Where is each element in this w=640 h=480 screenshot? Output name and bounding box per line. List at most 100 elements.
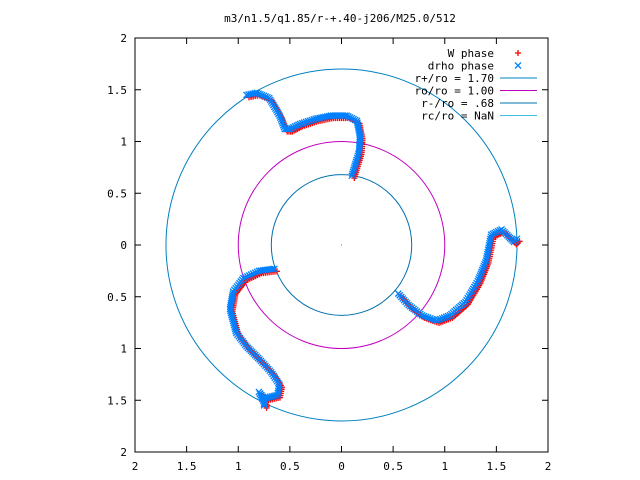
drho-phase-point <box>481 260 489 268</box>
drho-phase-point <box>278 117 286 125</box>
drho-phase-point <box>243 91 250 99</box>
radius-circle <box>237 141 446 349</box>
drho-phase-point <box>348 172 356 180</box>
drho-phase-point <box>351 160 359 168</box>
center-dot <box>340 244 343 246</box>
y-tick-label: 1.5 <box>107 394 127 407</box>
drho-phase-point <box>256 90 264 98</box>
drho-phase-point <box>251 269 259 277</box>
x-tick-label: 1 <box>235 460 242 473</box>
drho-phase-point <box>478 266 486 274</box>
drho-phase-point <box>231 325 239 333</box>
drho-phase-point <box>476 272 484 280</box>
legend-label: W phase <box>448 47 494 60</box>
drho-phase-point <box>474 277 482 285</box>
drho-phase-point <box>428 315 436 323</box>
y-tick-label: 0.5 <box>107 291 127 304</box>
drho-phase-point <box>420 312 428 320</box>
drho-phase-point <box>418 311 426 319</box>
drho-phase-point <box>433 317 440 325</box>
drho-phase-point <box>475 274 483 281</box>
legend-label: rc/ro = NaN <box>421 110 494 123</box>
drho-phase-point <box>304 117 312 125</box>
legend-label: drho phase <box>428 60 494 73</box>
drho-phase-point <box>310 115 318 123</box>
drho-phase-point <box>348 170 356 178</box>
drho-phase-point <box>265 94 273 102</box>
drho-phase-point <box>440 314 448 322</box>
drho-phase-point <box>308 116 316 124</box>
x-tick-label: 1.5 <box>486 460 506 473</box>
drho-phase-point <box>227 309 235 317</box>
drho-phase-point <box>232 327 240 335</box>
drho-phase-point <box>230 319 238 327</box>
drho-phase-point <box>253 268 261 276</box>
legend-marker <box>515 50 521 56</box>
drho-phase-point <box>257 267 265 275</box>
drho-phase-point <box>255 267 263 275</box>
drho-phase-point <box>281 125 289 133</box>
drho-phase-point <box>280 123 288 131</box>
drho-phase-point <box>300 119 308 127</box>
drho-phase-point <box>243 272 251 280</box>
drho-phase-point <box>260 400 268 408</box>
drho-phase-point <box>481 258 489 266</box>
drho-phase-point <box>306 117 314 125</box>
y-tick-label: 1 <box>120 136 127 149</box>
drho-phase-point <box>226 305 234 313</box>
drho-phase-point <box>229 317 237 325</box>
drho-phase-point <box>298 119 306 127</box>
drho-phase-point <box>434 316 442 324</box>
axis-ticks: 2 1.5 1 0.5 0 0.5 1 1.5 221.510.500.511.52 <box>107 32 551 473</box>
drho-phase-point <box>426 314 434 322</box>
legend-label: r+/ro = 1.70 <box>415 72 494 85</box>
drho-phase-point <box>478 268 486 276</box>
drho-phase-point <box>302 118 310 126</box>
drho-phase-point <box>354 152 362 160</box>
drho-phase-point <box>276 114 284 122</box>
phase-arms <box>226 89 523 411</box>
x-tick-label: 0.5 <box>383 460 403 473</box>
drho-phase-point <box>245 91 253 98</box>
radius-circle <box>270 174 413 316</box>
drho-phase-point <box>231 323 239 331</box>
drho-phase-point <box>249 270 257 278</box>
y-tick-label: 1 <box>120 343 127 356</box>
x-tick-label: 1 <box>441 460 448 473</box>
drho-phase-point <box>229 315 237 323</box>
drho-phase-point <box>442 313 450 321</box>
drho-phase-point <box>436 315 444 323</box>
legend-marker <box>514 62 522 69</box>
drho-phase-point <box>424 314 432 322</box>
drho-phase-point <box>349 168 357 176</box>
drho-phase-point <box>350 166 358 174</box>
drho-phase-point <box>477 270 485 278</box>
chart-title: m3/n1.5/q1.85/r-+.40-j206/M25.0/512 <box>224 12 456 25</box>
x-tick-label: 2 <box>545 460 552 473</box>
drho-phase-point <box>245 271 253 279</box>
drho-phase-point <box>353 154 361 162</box>
y-tick-label: 2 <box>120 446 127 459</box>
drho-phase-point <box>258 91 266 99</box>
drho-phase-point <box>350 164 358 172</box>
drho-phase-point <box>352 158 360 166</box>
x-tick-label: 0 <box>338 460 345 473</box>
drho-phase-point <box>480 262 488 270</box>
drho-phase-point <box>438 314 446 322</box>
drho-phase-point <box>475 275 483 283</box>
y-tick-label: 1.5 <box>107 84 127 97</box>
drho-phase-point <box>230 321 238 329</box>
drho-phase-point <box>247 271 255 278</box>
drho-phase-point <box>262 93 270 101</box>
drho-phase-point <box>513 235 521 243</box>
x-tick-label: 1.5 <box>177 460 197 473</box>
drho-phase-point <box>422 313 430 321</box>
drho-phase-point <box>351 162 359 170</box>
legend-label: ro/ro = 1.00 <box>415 85 494 98</box>
drho-phase-point <box>277 116 285 123</box>
drho-phase-point <box>312 115 320 123</box>
drho-phase-point <box>479 264 487 272</box>
drho-phase-point <box>353 156 361 164</box>
